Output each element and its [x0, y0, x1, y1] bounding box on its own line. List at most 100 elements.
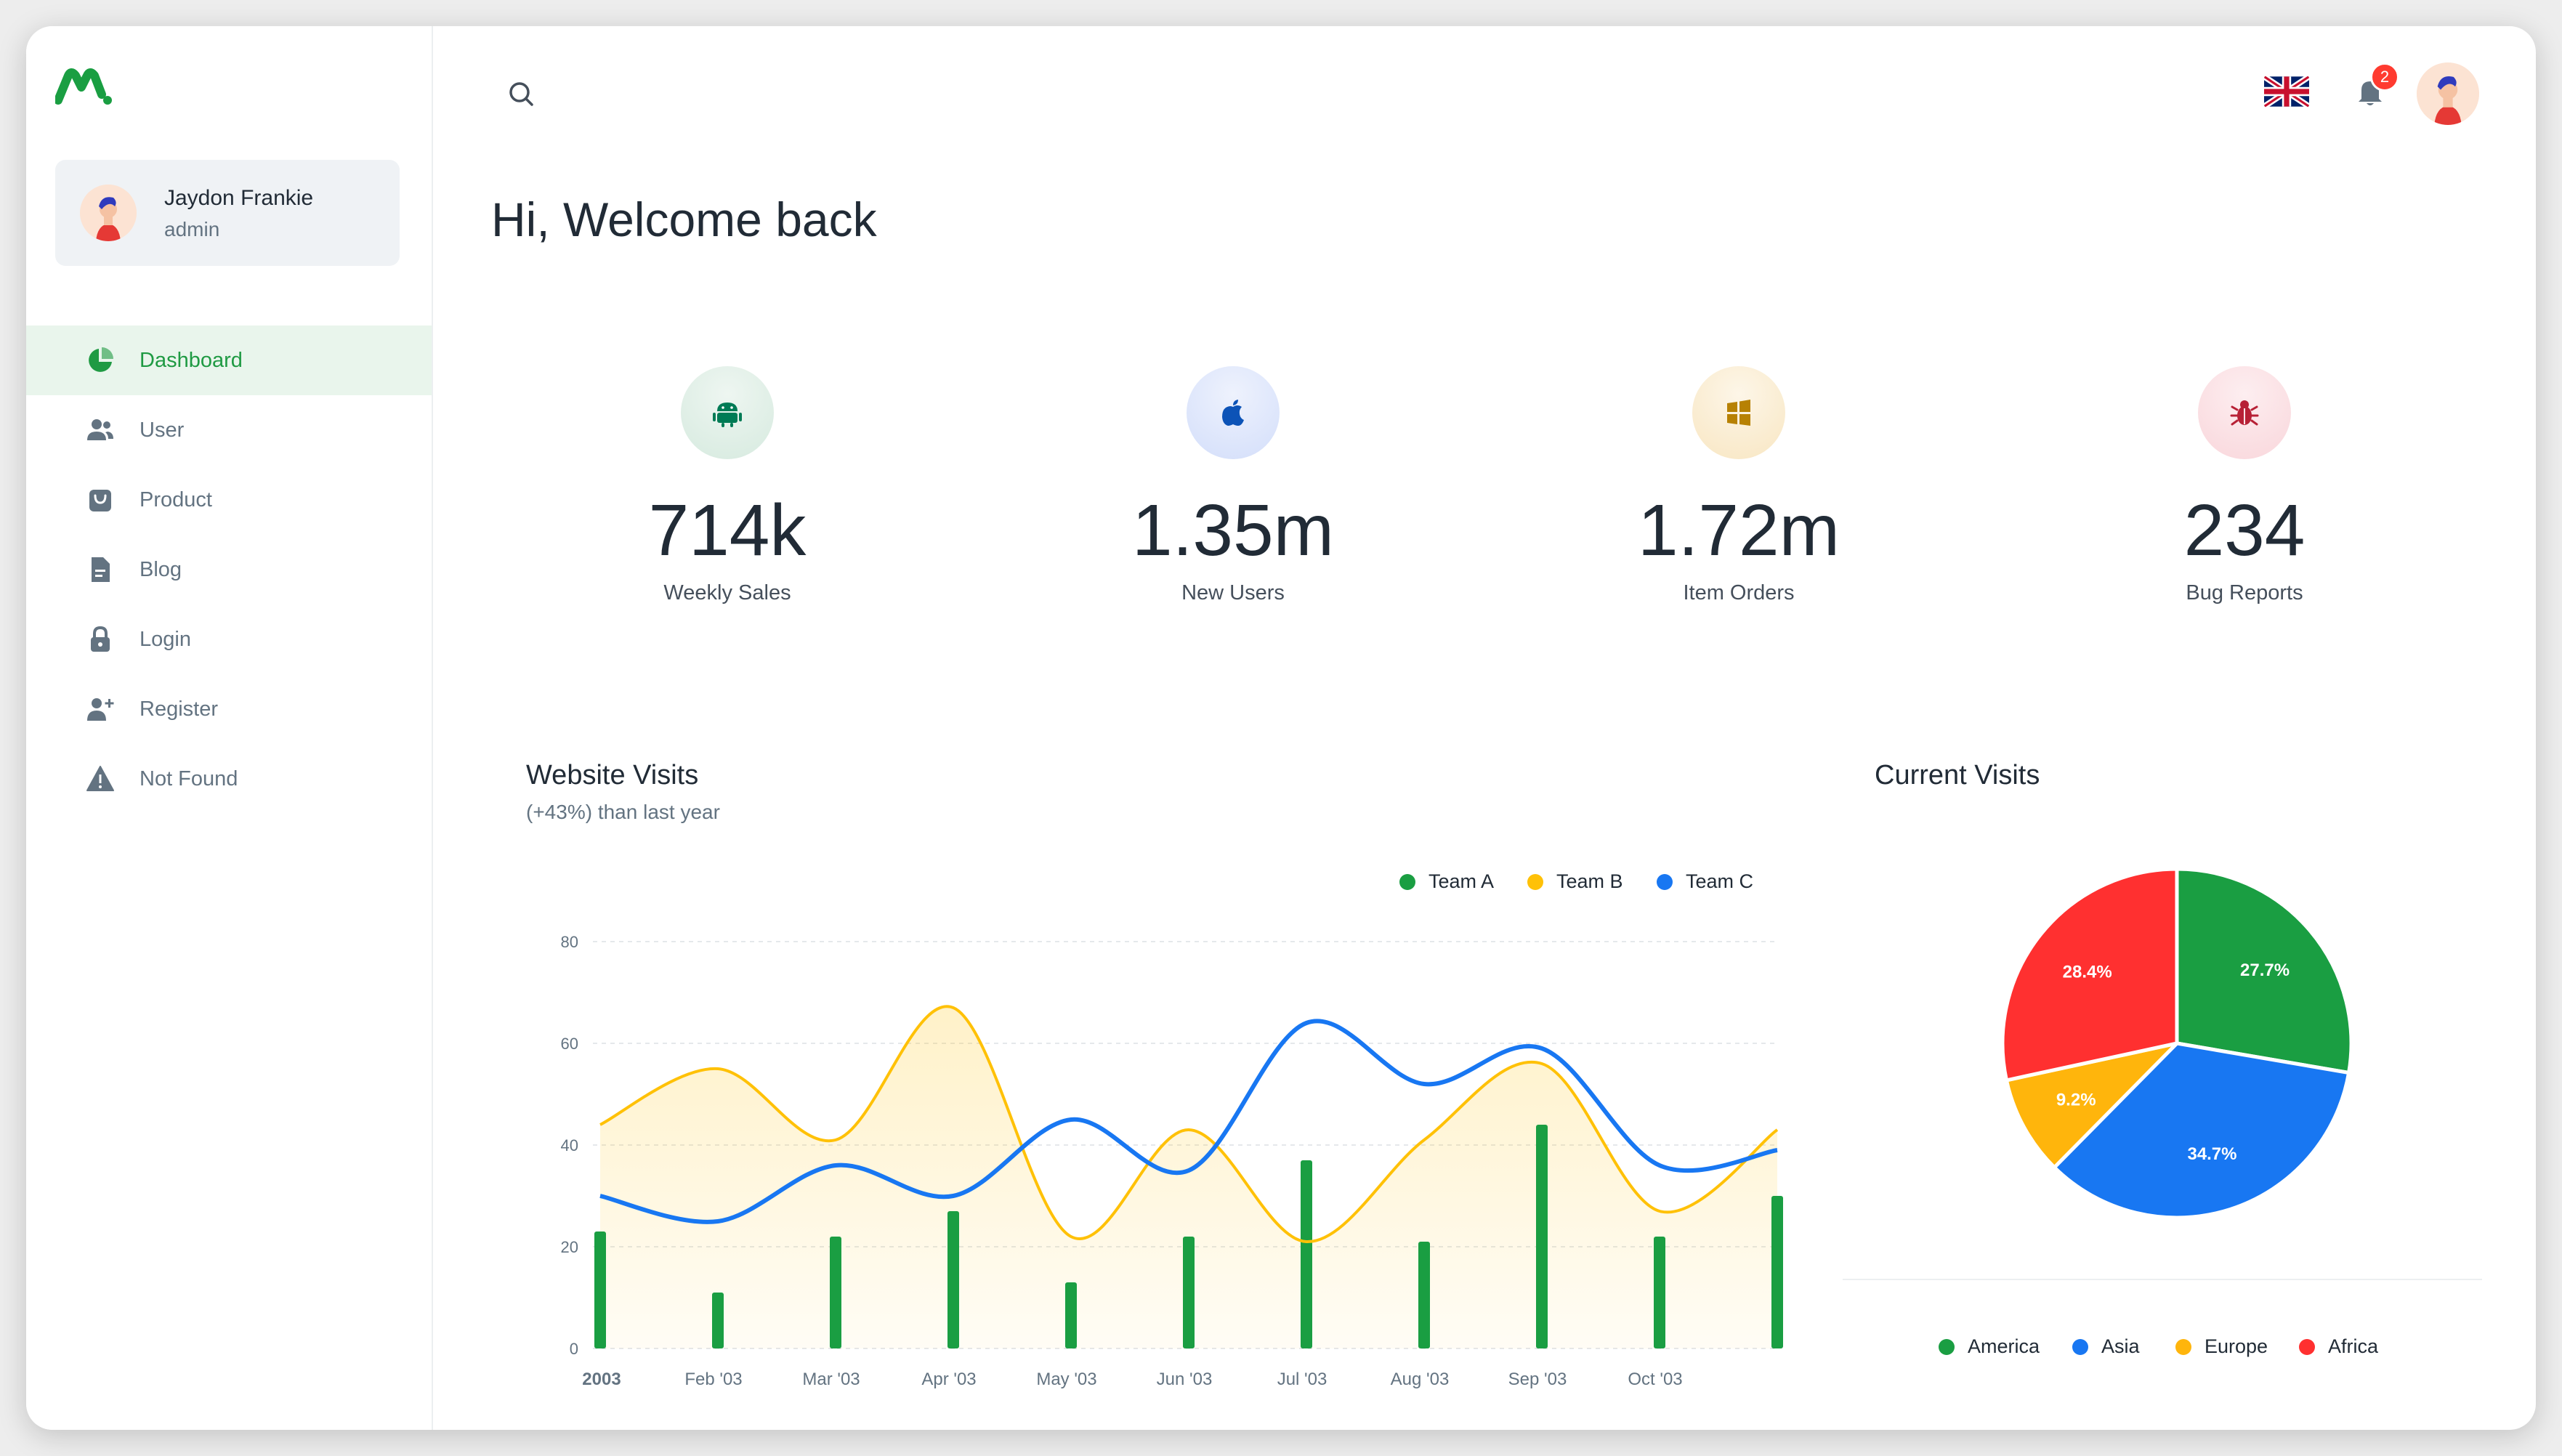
account-avatar[interactable] [2417, 62, 2479, 125]
x-tick-label: Jun '03 [1157, 1370, 1213, 1389]
stat-new-users: 1.35m New Users [1051, 366, 1415, 605]
current-visits-title: Current Visits [1875, 760, 2040, 790]
legend-dot [2175, 1338, 2191, 1355]
pie-data-label: 28.4% [2063, 963, 2112, 982]
sidebar-item-label: Product [140, 488, 212, 511]
website-visits-title: Website Visits [526, 760, 699, 790]
legend-label: Asia [2101, 1335, 2140, 1357]
sidebar-item-login[interactable]: Login [26, 604, 432, 674]
y-tick-label: 80 [561, 933, 578, 951]
x-tick-label: Apr '03 [921, 1370, 976, 1389]
team-a-bar [1536, 1125, 1548, 1348]
pie-chart-icon [84, 344, 116, 376]
legend-label: Team C [1686, 870, 1754, 892]
x-tick-label: Mar '03 [802, 1370, 860, 1389]
bug-icon [2198, 366, 2291, 459]
avatar [80, 185, 137, 241]
sidebar-item-not-found[interactable]: Not Found [26, 744, 432, 814]
legend-label: America [1968, 1335, 2040, 1357]
team-a-bar [1065, 1282, 1077, 1348]
team-a-bar [1771, 1196, 1783, 1348]
team-a-bar [947, 1211, 959, 1348]
x-tick-label: Feb '03 [684, 1370, 742, 1389]
sidebar-item-label: Not Found [140, 767, 238, 790]
legend-europe[interactable]: Europe [2175, 1335, 2268, 1358]
legend-dot [2299, 1338, 2315, 1355]
team-a-bar [594, 1231, 606, 1348]
account-card[interactable]: Jaydon Frankie admin [55, 160, 400, 266]
page-title: Hi, Welcome back [491, 193, 877, 246]
legend-dot [1939, 1338, 1955, 1355]
legend-dot [1527, 873, 1543, 890]
y-tick-label: 20 [561, 1238, 578, 1256]
team-a-bar [1183, 1237, 1195, 1348]
stat-label: Weekly Sales [663, 581, 791, 604]
sidebar-item-label: Blog [140, 557, 182, 581]
team-b-area [600, 1006, 1777, 1348]
sidebar-item-blog[interactable]: Blog [26, 535, 432, 604]
legend-label: Africa [2328, 1335, 2379, 1357]
website-visits-subtitle: (+43%) than last year [526, 801, 720, 823]
search-icon[interactable] [503, 76, 541, 113]
pie-data-label: 34.7% [2187, 1144, 2236, 1164]
sidebar-item-user[interactable]: User [26, 395, 432, 465]
sidebar: Jaydon Frankie admin Dashboard User P [26, 26, 433, 1430]
sidebar-item-register[interactable]: Register [26, 674, 432, 744]
sidebar-item-label: Dashboard [140, 348, 243, 372]
divider [1843, 1279, 2482, 1280]
legend-label: Team A [1429, 870, 1495, 892]
people-icon [84, 414, 116, 446]
sidebar-item-label: Register [140, 697, 218, 721]
team-a-bar [712, 1293, 724, 1348]
team-b-line [599, 1005, 1779, 1244]
stat-label: Bug Reports [2186, 581, 2303, 604]
apple-icon [1187, 366, 1280, 459]
sidebar-item-product[interactable]: Product [26, 465, 432, 535]
team-c-line [599, 1019, 1778, 1224]
stat-item-orders: 1.72m Item Orders [1557, 366, 1920, 605]
legend-america[interactable]: America [1939, 1335, 2040, 1358]
alert-triangle-icon [84, 763, 116, 795]
lock-icon [84, 623, 116, 655]
stat-value: 714k [648, 490, 807, 571]
legend-team-c[interactable]: Team C [1657, 870, 1753, 893]
team-a-bar [1654, 1237, 1665, 1348]
y-tick-label: 40 [561, 1136, 578, 1154]
legend-dot [2072, 1338, 2088, 1355]
legend-dot [1657, 873, 1673, 890]
sidebar-item-label: User [140, 418, 185, 442]
pie-slice-africa [2000, 867, 2179, 1083]
account-role: admin [164, 218, 220, 240]
logo-icon[interactable] [54, 65, 113, 109]
stat-value: 234 [2183, 490, 2306, 571]
x-tick-label: Oct '03 [1628, 1370, 1682, 1389]
legend-label: Team B [1556, 870, 1623, 892]
x-tick-label: Jul '03 [1277, 1370, 1328, 1389]
x-tick-label: Aug '03 [1391, 1370, 1450, 1389]
team-a-bar [1301, 1160, 1312, 1348]
y-tick-label: 0 [570, 1340, 578, 1358]
legend-label: Europe [2205, 1335, 2268, 1357]
legend-team-a[interactable]: Team A [1399, 870, 1494, 893]
stat-label: New Users [1181, 581, 1285, 604]
sidebar-item-dashboard[interactable]: Dashboard [26, 325, 432, 395]
legend-africa[interactable]: Africa [2299, 1335, 2378, 1358]
team-a-bar [830, 1237, 841, 1348]
legend-dot [1399, 873, 1415, 890]
pie-slice-america [2175, 867, 2353, 1075]
windows-icon [1692, 366, 1785, 459]
x-tick-label: Sep '03 [1508, 1370, 1567, 1389]
app-window: Jaydon Frankie admin Dashboard User P [26, 26, 2536, 1430]
team-a-bar [1418, 1242, 1430, 1348]
pie-slice-europe [2004, 1041, 2179, 1170]
document-icon [84, 554, 116, 586]
legend-team-b[interactable]: Team B [1527, 870, 1623, 893]
stat-bug-reports: 234 Bug Reports [2063, 366, 2426, 605]
android-icon [681, 366, 774, 459]
sidebar-nav: Dashboard User Product Blog [26, 325, 432, 814]
legend-asia[interactable]: Asia [2072, 1335, 2140, 1358]
stat-weekly-sales: 714k Weekly Sales [546, 366, 909, 605]
stat-value: 1.35m [1132, 490, 1334, 571]
uk-flag-icon[interactable] [2264, 76, 2309, 108]
